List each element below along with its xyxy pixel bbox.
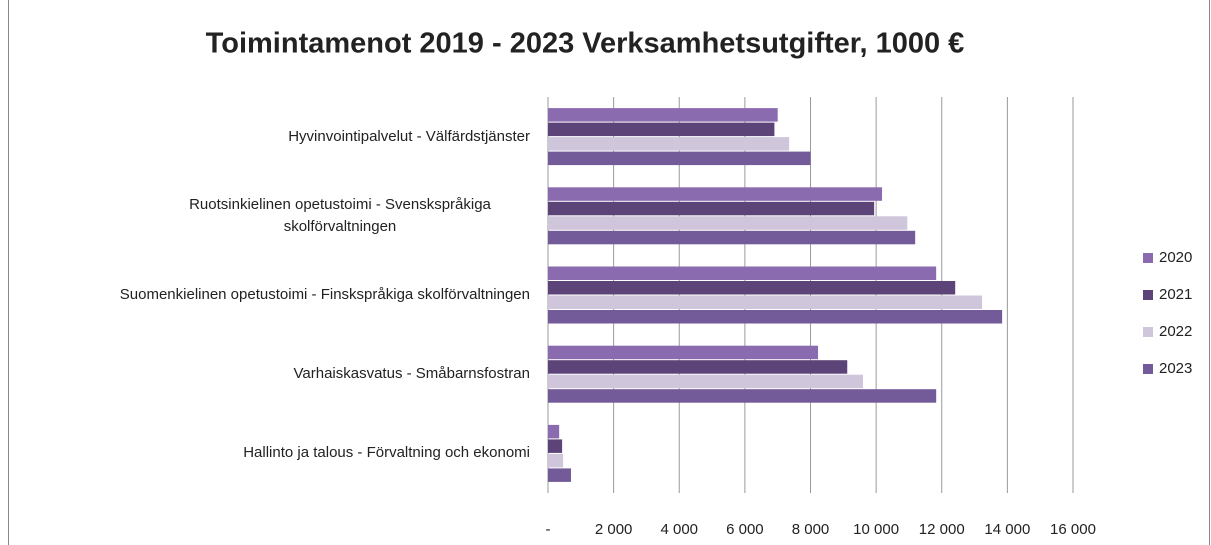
bar bbox=[548, 281, 956, 295]
y-tick-label: Suomenkielinen opetustoimi - Finskspråki… bbox=[119, 286, 530, 303]
bar bbox=[548, 137, 790, 151]
x-tick-label: 8 000 bbox=[792, 521, 830, 538]
bar bbox=[548, 295, 983, 309]
bar bbox=[548, 230, 916, 245]
chart-title: Toimintamenot 2019 - 2023 Verksamhetsutg… bbox=[206, 28, 965, 60]
legend-label: 2020 bbox=[1159, 249, 1192, 266]
bar bbox=[548, 201, 875, 216]
y-tick-label: Varhaiskasvatus - Småbarnsfostran bbox=[293, 365, 531, 383]
bar bbox=[548, 216, 908, 230]
x-tick-label: 6 000 bbox=[726, 521, 764, 538]
bar bbox=[548, 345, 819, 360]
x-tick-label: 14 000 bbox=[984, 521, 1030, 538]
x-tick-label: 12 000 bbox=[919, 521, 965, 538]
legend-swatch bbox=[1143, 327, 1153, 337]
legend-label: 2022 bbox=[1159, 323, 1192, 340]
bar bbox=[548, 151, 811, 166]
x-tick-label: 16 000 bbox=[1050, 521, 1096, 538]
bar bbox=[548, 108, 778, 122]
bar bbox=[548, 453, 564, 468]
x-tick-label: 10 000 bbox=[853, 521, 899, 538]
bar bbox=[548, 389, 937, 403]
bar bbox=[548, 360, 848, 374]
legend-label: 2021 bbox=[1159, 286, 1192, 303]
x-tick-label: 2 000 bbox=[595, 521, 633, 538]
bar bbox=[548, 374, 863, 389]
x-tick-label: 4 000 bbox=[660, 521, 698, 538]
bar bbox=[548, 468, 571, 482]
chart-frame bbox=[8, 0, 1210, 545]
legend-swatch bbox=[1143, 253, 1153, 263]
bar bbox=[548, 424, 560, 439]
bar bbox=[548, 439, 563, 453]
bar bbox=[548, 122, 775, 137]
legend-swatch bbox=[1143, 364, 1153, 374]
bar bbox=[548, 310, 1003, 324]
y-tick-label: Hyvinvointipalvelut - Välfärdstjänster bbox=[288, 127, 530, 145]
y-tick-label: Hallinto ja talous - Förvaltning och eko… bbox=[243, 444, 530, 462]
bar bbox=[548, 187, 883, 201]
y-tick-label: Ruotsinkielinen opetustoimi - Svensksprå… bbox=[189, 195, 491, 235]
bar bbox=[548, 266, 937, 280]
legend-swatch bbox=[1143, 290, 1153, 300]
legend-label: 2023 bbox=[1159, 360, 1192, 377]
x-tick-label: - bbox=[546, 521, 551, 538]
